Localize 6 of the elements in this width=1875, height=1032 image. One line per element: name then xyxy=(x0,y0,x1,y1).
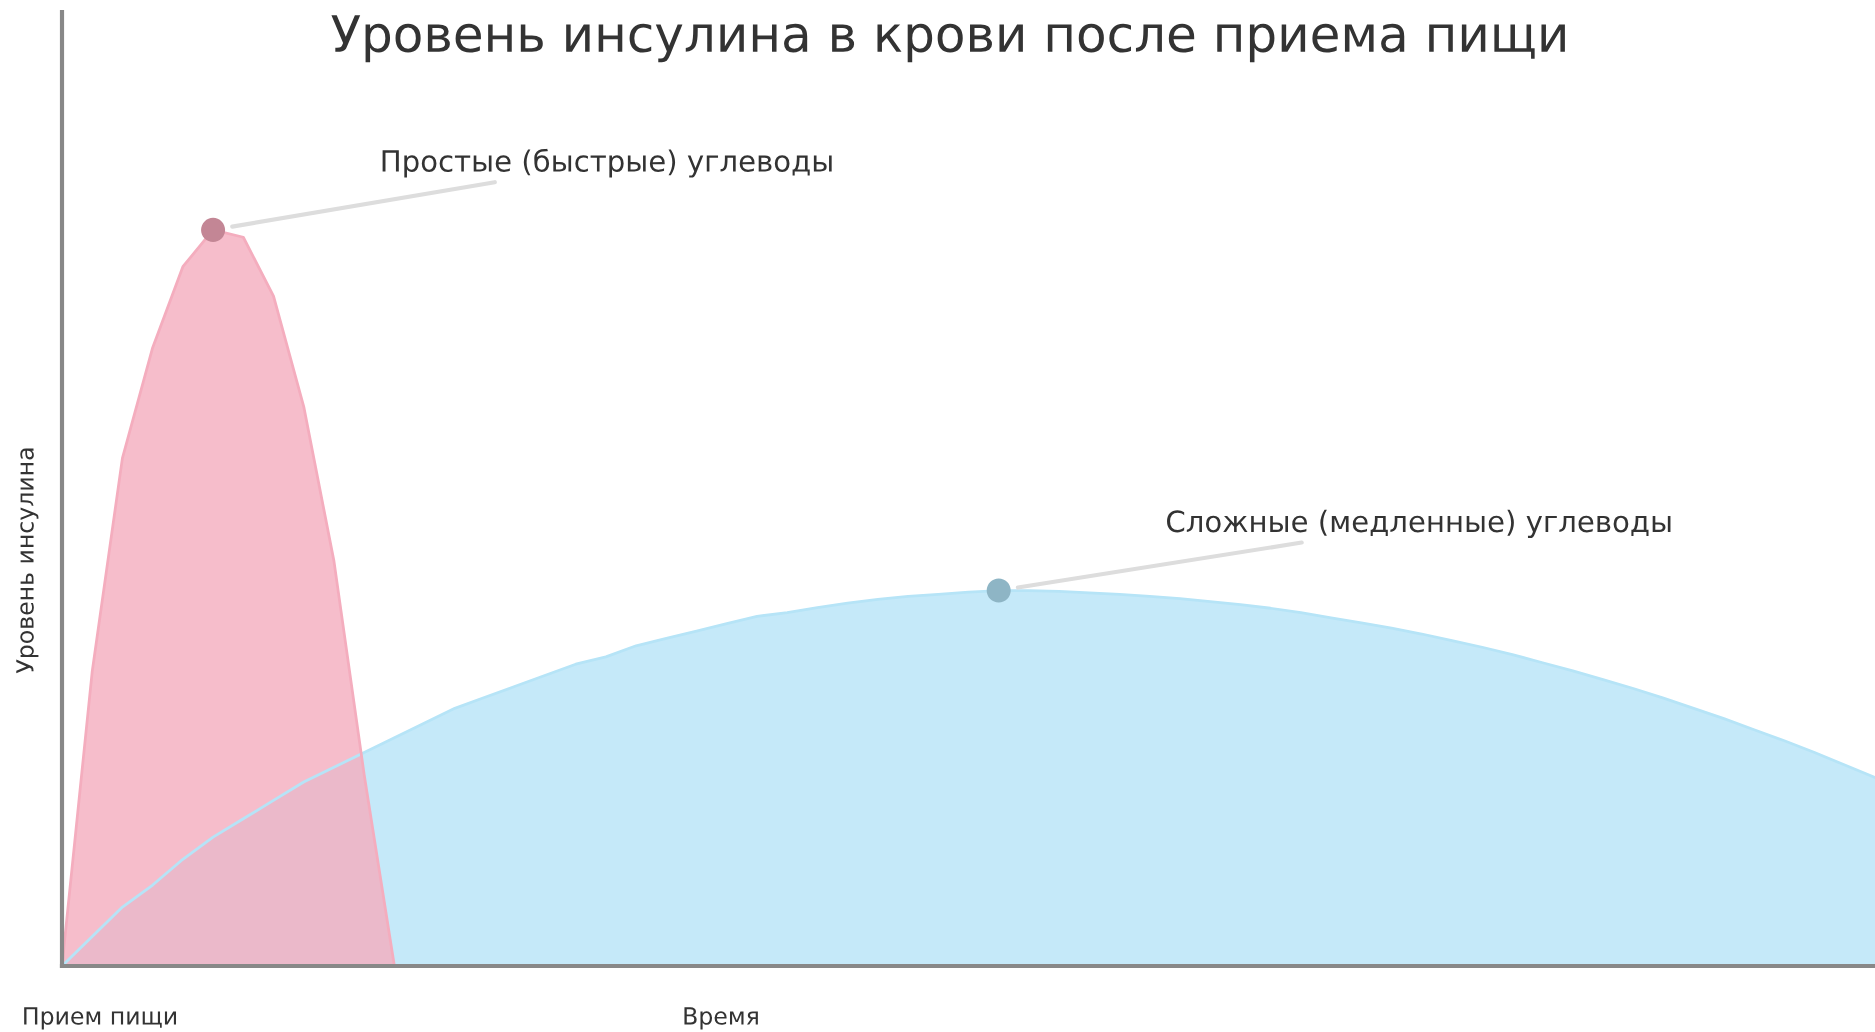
text: Прием пищи xyxy=(24,1007,176,1030)
chart-title: Уровень инсулина в крови после приема пищи xyxy=(331,15,1565,63)
text: Простые (быстрые) углеводы xyxy=(382,148,832,178)
x-axis-title: Время xyxy=(684,1007,758,1030)
y-axis-title: Уровень инсулина xyxy=(16,448,39,674)
text: Сложные (медленные) углеводы xyxy=(1167,509,1671,539)
